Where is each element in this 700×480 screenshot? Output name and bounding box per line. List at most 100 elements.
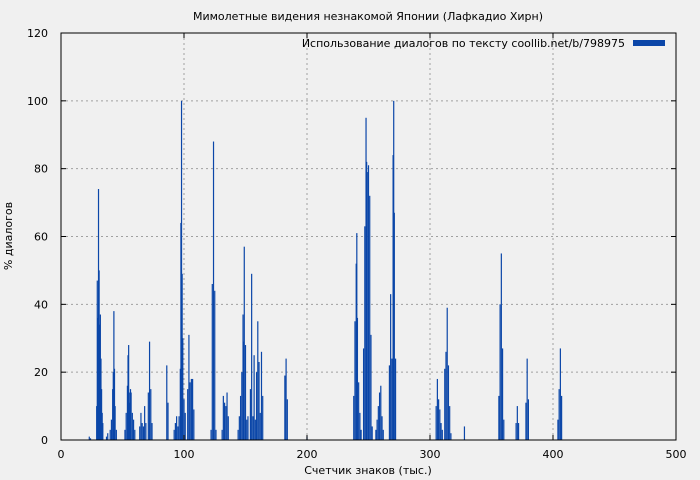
bar [366, 172, 368, 440]
bar [503, 419, 505, 440]
bar [392, 155, 394, 440]
bar [97, 317, 99, 440]
bar [221, 429, 223, 440]
y-tick-label: 80 [34, 163, 48, 176]
bar [181, 273, 183, 440]
bar [223, 402, 226, 440]
bar [525, 402, 527, 440]
bar [380, 385, 382, 440]
tick-labels: 0 100 200 300 400 500 0 20 40 60 80 100 120 [27, 27, 687, 461]
bar [450, 433, 452, 440]
bar [212, 141, 215, 441]
bar [190, 378, 192, 440]
bar [360, 429, 362, 440]
bar [355, 263, 357, 440]
chart-title: Мимолетные видения незнакомой Японии (Ла… [193, 10, 543, 23]
bar [214, 290, 216, 440]
bar [225, 406, 227, 440]
bar [252, 416, 254, 440]
bar [134, 429, 136, 440]
bar [559, 348, 561, 440]
bar [498, 395, 500, 440]
bar [369, 195, 371, 440]
bar [251, 273, 253, 440]
bar [388, 365, 391, 440]
y-tick-label: 40 [34, 298, 48, 311]
bar [377, 406, 379, 440]
bar [114, 406, 116, 440]
bar [226, 392, 228, 440]
bar [177, 426, 179, 440]
bar [128, 345, 130, 440]
x-tick-label: 0 [58, 448, 65, 461]
bar [150, 389, 152, 440]
bar [147, 392, 149, 440]
bar [141, 423, 143, 440]
bar [131, 412, 133, 440]
bar [180, 222, 182, 440]
legend-swatch [633, 40, 665, 46]
bar [393, 100, 395, 440]
bar [356, 317, 359, 440]
ticks [60, 32, 677, 441]
bar [527, 399, 529, 440]
bar [112, 372, 114, 440]
bar [109, 429, 111, 440]
bar [211, 283, 213, 440]
bar [215, 429, 217, 440]
bar [435, 406, 437, 440]
bar [222, 395, 224, 440]
bar [499, 304, 501, 440]
bar [192, 378, 194, 440]
x-tick-label: 100 [174, 448, 195, 461]
bar [365, 117, 367, 441]
bar [436, 378, 438, 440]
y-tick-label: 20 [34, 366, 48, 379]
bar [440, 423, 442, 440]
bar [244, 345, 247, 440]
bar [242, 314, 244, 440]
bar [96, 406, 98, 440]
bar [391, 358, 393, 440]
bar [439, 409, 441, 440]
bar [501, 348, 504, 440]
bar [140, 412, 142, 440]
bar [148, 341, 151, 440]
bar [517, 423, 520, 440]
bar [176, 416, 178, 440]
bar [101, 412, 103, 440]
bar [125, 412, 127, 440]
bar [115, 429, 117, 440]
bar [255, 372, 258, 440]
bar [262, 395, 264, 440]
bar [237, 429, 239, 440]
bar [285, 358, 287, 440]
bar [375, 429, 377, 440]
bar [445, 351, 447, 440]
bar [227, 416, 229, 440]
bar [129, 402, 131, 440]
bar [444, 368, 446, 440]
bar [210, 429, 212, 440]
bar [180, 100, 183, 440]
bar [182, 338, 184, 440]
bar [124, 429, 126, 440]
bar [500, 253, 502, 440]
bar [89, 438, 92, 440]
bar [447, 365, 450, 440]
bar [238, 416, 240, 440]
bar [189, 382, 191, 440]
bar [97, 189, 100, 440]
bar [96, 280, 98, 440]
x-tick-label: 500 [666, 448, 687, 461]
bar [378, 392, 381, 440]
y-tick-label: 60 [34, 231, 48, 244]
bar [367, 165, 370, 440]
bar [145, 423, 147, 440]
bar [178, 416, 180, 440]
bar [179, 368, 181, 440]
bar [102, 423, 104, 440]
bar [132, 419, 135, 440]
bar [353, 395, 355, 440]
